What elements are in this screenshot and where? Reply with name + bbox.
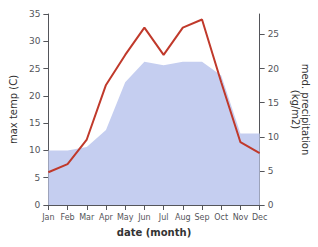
svg-text:Sep: Sep	[194, 213, 209, 222]
svg-text:Jul: Jul	[158, 213, 169, 222]
svg-text:35: 35	[29, 9, 40, 19]
svg-text:Mar: Mar	[79, 213, 95, 222]
svg-text:med. precipitation: med. precipitation	[299, 63, 311, 156]
svg-text:0: 0	[268, 200, 274, 210]
svg-text:25: 25	[29, 64, 40, 74]
svg-text:5: 5	[35, 173, 41, 183]
svg-text:Nov: Nov	[233, 213, 249, 222]
svg-text:10: 10	[29, 145, 41, 155]
svg-text:15: 15	[29, 118, 40, 128]
svg-text:Jun: Jun	[137, 213, 151, 222]
svg-text:May: May	[117, 213, 134, 222]
svg-text:Jan: Jan	[41, 213, 54, 222]
svg-text:Apr: Apr	[99, 213, 114, 222]
svg-text:Oct: Oct	[214, 213, 228, 222]
svg-text:20: 20	[29, 91, 41, 101]
svg-text:Aug: Aug	[175, 213, 191, 222]
svg-text:15: 15	[268, 98, 279, 108]
svg-text:Feb: Feb	[60, 213, 74, 222]
svg-text:(kg/m2): (kg/m2)	[290, 90, 301, 130]
svg-text:Dec: Dec	[252, 213, 267, 222]
svg-text:10: 10	[268, 132, 280, 142]
svg-text:5: 5	[268, 166, 274, 176]
svg-text:max temp (C): max temp (C)	[8, 75, 19, 144]
svg-text:0: 0	[35, 200, 41, 210]
svg-text:30: 30	[29, 36, 41, 46]
svg-text:20: 20	[268, 64, 280, 74]
svg-text:25: 25	[268, 29, 279, 39]
svg-text:date (month): date (month)	[117, 227, 191, 238]
